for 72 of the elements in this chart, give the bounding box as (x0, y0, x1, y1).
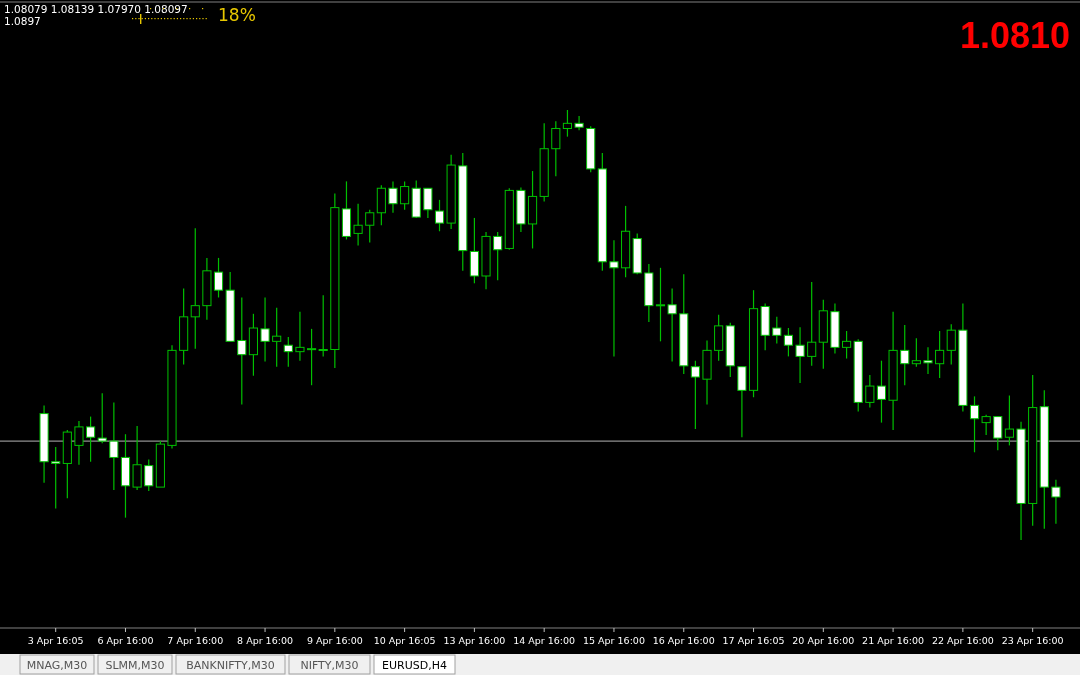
x-tick-label: 21 Apr 16:00 (862, 635, 925, 646)
candlestick (737, 366, 747, 438)
text: MNAG,M30 (26, 659, 88, 672)
text: 18% (218, 5, 256, 25)
candlestick (993, 415, 1003, 451)
candlestick (900, 324, 910, 386)
candlestick (51, 446, 61, 510)
candlestick (807, 281, 817, 367)
candlestick (272, 307, 282, 368)
candlestick (655, 267, 666, 342)
x-tick-label: 7 Apr 16:00 (167, 635, 224, 646)
candlestick (865, 374, 875, 409)
x-tick-label: 22 Apr 16:00 (931, 635, 994, 646)
x-tick-label: 17 Apr 16:05 (722, 635, 785, 646)
candlestick (876, 360, 887, 424)
candlestick (935, 330, 945, 379)
candlestick (783, 327, 793, 357)
candlestick (551, 120, 561, 177)
candlestick (690, 360, 700, 430)
candlestick (213, 257, 224, 299)
candlestick (795, 326, 805, 384)
candlestick (434, 199, 445, 232)
x-tick-label: 14 Apr 16:00 (513, 635, 576, 646)
candlestick (97, 392, 107, 444)
candlestick (74, 420, 84, 466)
candlestick (400, 180, 410, 211)
candlestick (237, 296, 247, 406)
candlestick (562, 109, 573, 138)
candlestick (109, 401, 119, 491)
candlestick (969, 395, 980, 453)
x-tick-label: 3 Apr 16:05 (27, 635, 84, 646)
candlestick (923, 346, 933, 375)
x-tick-label: 6 Apr 16:00 (97, 635, 154, 646)
candlestick (946, 323, 956, 366)
x-tick-label: 15 Apr 16:00 (582, 635, 645, 646)
x-tick-label: 9 Apr 16:00 (306, 635, 363, 646)
candlestick (423, 187, 433, 219)
x-tick-label: 13 Apr 16:00 (443, 635, 506, 646)
candlestick (353, 203, 363, 247)
candlestick (283, 336, 293, 368)
candlestick (574, 115, 584, 131)
candlestick (911, 337, 921, 368)
candlestick (609, 239, 619, 357)
text: BANKNIFTY,M30 (186, 659, 275, 672)
candlestick (260, 296, 270, 363)
candlestick (307, 328, 317, 386)
candlestick (86, 415, 96, 463)
candlestick (1051, 479, 1061, 525)
candlestick (190, 227, 200, 350)
candlestick (842, 330, 852, 360)
text: SLMM,M30 (105, 659, 165, 672)
candlestick (365, 209, 375, 244)
x-tick-label: 16 Apr 16:00 (652, 635, 715, 646)
text: 1.0897 (4, 15, 41, 27)
candlestick (981, 414, 991, 436)
candlestick (144, 458, 154, 492)
candlestick (772, 316, 782, 345)
candlestick (493, 231, 503, 281)
text: 1.0810 (959, 15, 1070, 56)
x-tick-label: 10 Apr 16:05 (373, 635, 436, 646)
candlestick (388, 180, 398, 214)
candlestick (295, 311, 305, 362)
candlestick (1004, 394, 1014, 446)
candlestick (132, 425, 142, 491)
candlestick (667, 287, 677, 363)
text: EURUSD,H4 (382, 659, 447, 672)
x-tick-label: 8 Apr 16:00 (237, 635, 293, 646)
x-tick-label: 20 Apr 16:00 (792, 635, 855, 646)
text: NIFTY,M30 (300, 659, 359, 672)
text: 1.08079 1.08139 1.07970 1.08097 (4, 3, 188, 15)
candlestick (318, 294, 328, 357)
x-tick-label: 23 Apr 16:00 (1001, 635, 1064, 646)
